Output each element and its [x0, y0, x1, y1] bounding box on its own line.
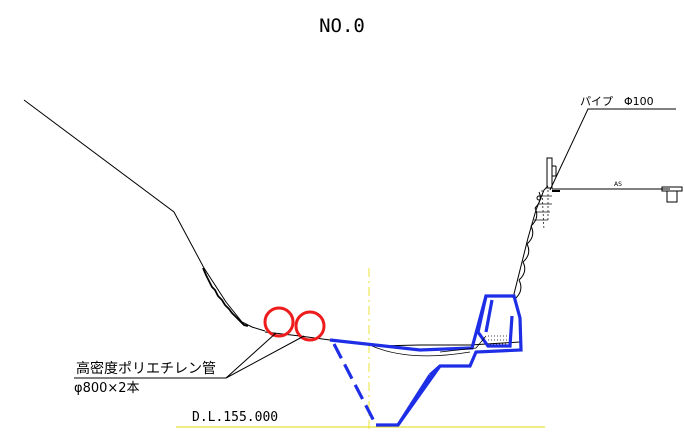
pipe-leader-line-2: [225, 335, 305, 379]
guardrail-post: [536, 157, 557, 201]
left-slope-hatching: [202, 267, 249, 327]
pipe-size-label: φ800×2本: [74, 381, 140, 396]
planned-channel-structure: [329, 294, 523, 427]
pipe-material-label: 高密度ポリエチレン管: [76, 360, 216, 377]
right-ground-slope: [512, 185, 549, 299]
road-mark-label: AS: [614, 181, 622, 188]
datum-label: D.L.155.000: [192, 410, 278, 425]
section-title: NO.0: [319, 15, 365, 37]
inner-concrete-line: [439, 335, 487, 353]
existing-bottom-curve: [371, 345, 471, 357]
excavation-line-dashed: [332, 343, 378, 426]
stone-block-wall: [515, 191, 541, 299]
foundation-fill: [488, 335, 508, 345]
hdpe-pipe-left: [263, 306, 295, 338]
hdpe-pipe-right: [294, 310, 326, 342]
pipe-callout-label: パイプ Φ100: [580, 95, 654, 108]
pipe-callout-leader: [549, 108, 676, 191]
backfill-gravel: [534, 189, 552, 231]
left-ground-slope: [23, 99, 266, 332]
roadside-gutter: [661, 186, 683, 203]
